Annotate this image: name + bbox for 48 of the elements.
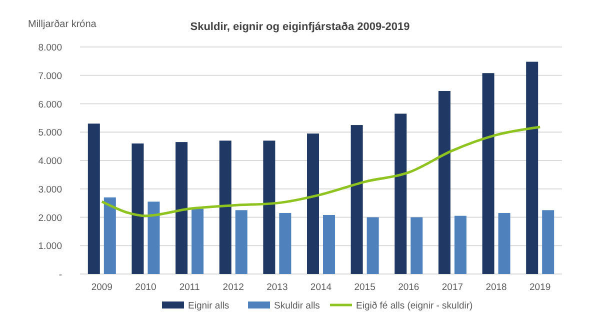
x-tick-label: 2015 [354,282,376,293]
y-tick-label: 2.000 [38,212,62,224]
x-tick-label: 2012 [222,282,244,293]
bar [394,114,407,274]
legend-label: Eigið fé alls (eignir - skuldir) [356,300,473,312]
bar [279,212,292,274]
bar [148,202,160,274]
y-tick-label: 1.000 [38,241,62,252]
chart-title: Skuldir, eignir og eiginfjárstaða 2009-2019 [190,21,410,33]
legend-label: Eignir alls [188,300,230,312]
bar [323,214,335,274]
bar [219,140,232,274]
bar [132,143,144,274]
bar [350,125,363,274]
bar [438,90,450,274]
legend-label: Skuldir alls [274,300,320,312]
bar [192,208,204,274]
bar [176,142,188,274]
y-tick-label: 3.000 [38,184,62,196]
bar [263,140,276,274]
x-tick-label: 2018 [486,282,507,293]
x-tick-label: 2011 [179,282,200,293]
bar [526,62,538,274]
x-tick-label: 2009 [91,282,112,293]
x-tick-label: 2010 [135,282,156,293]
x-tick-label: 2017 [442,282,464,293]
y-tick-label: 4.000 [38,156,62,167]
bar [542,210,554,274]
y-tick-label: 6.000 [38,99,62,110]
x-tick-label: 2016 [398,282,420,293]
y-axis-title: Milljarðar króna [28,19,97,30]
y-tick-label: 8.000 [38,42,62,54]
line-series [100,126,542,218]
bar [235,210,248,274]
y-tick-label: 7.000 [38,70,62,82]
x-tick-label: 2019 [530,282,551,293]
bar [498,212,510,274]
bar [307,134,319,274]
y-tick-label: 5.000 [38,128,62,139]
bar [454,216,466,274]
x-tick-label: 2014 [310,282,332,293]
bar [410,217,423,274]
bar [104,197,116,274]
bar [366,217,379,274]
bar [482,73,494,274]
x-tick-label: 2013 [266,282,288,293]
bar [88,124,100,274]
y-tick-label: - [58,270,62,280]
